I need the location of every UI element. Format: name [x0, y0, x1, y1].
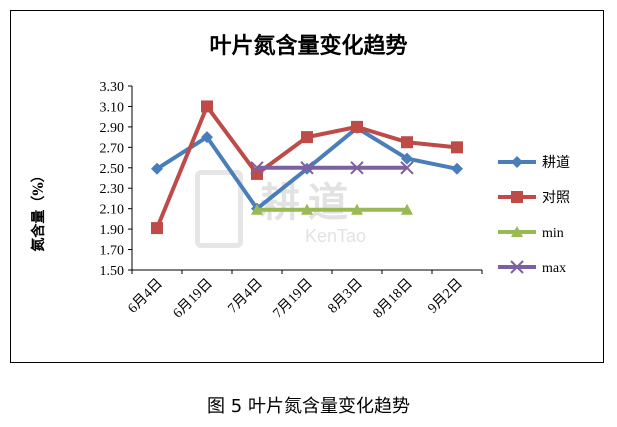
figure-caption: 图 5 叶片氮含量变化趋势: [207, 396, 410, 417]
y-tick-label: 2.90: [100, 121, 125, 136]
chart-title: 叶片氮含量变化趋势: [209, 33, 408, 59]
chart-frame: [10, 10, 604, 363]
x-tick-label: 9月2日: [425, 276, 466, 317]
data-point-耕道: [401, 152, 413, 165]
data-point-min: [401, 203, 413, 215]
data-point-对照: [301, 131, 313, 144]
y-tick-label: 2.30: [100, 182, 125, 197]
y-tick-label: 1.50: [100, 264, 125, 279]
y-tick-label: 1.70: [100, 244, 125, 259]
data-point-max: [250, 161, 264, 175]
data-point-min: [351, 203, 363, 215]
legend-marker-耕道: [511, 156, 523, 168]
data-point-max: [300, 161, 314, 175]
data-point-耕道: [451, 162, 463, 175]
data-point-耕道: [201, 131, 213, 144]
data-point-min: [251, 203, 263, 215]
y-tick-label: 2.70: [100, 141, 125, 156]
legend-label-min: min: [542, 226, 564, 241]
y-tick-label: 3.30: [100, 80, 125, 95]
watermark-logo: 耕道 KenTao: [195, 170, 445, 260]
legend-label-max: max: [542, 261, 566, 276]
y-tick-label: 2.50: [100, 162, 125, 177]
x-tick-label: 8月18日: [370, 276, 416, 322]
data-point-min: [301, 203, 313, 215]
legend-marker-对照: [511, 191, 523, 203]
data-point-max: [400, 161, 414, 175]
y-tick-label: 1.90: [100, 223, 125, 238]
legend-marker-min: [511, 226, 523, 237]
data-point-耕道: [151, 162, 163, 175]
y-tick-label: 3.10: [100, 100, 125, 115]
x-tick-label: 8月3日: [325, 276, 366, 317]
x-tick-label: 6月19日: [170, 276, 216, 322]
watermark-text-cn: 耕道: [260, 180, 356, 226]
data-point-对照: [401, 136, 413, 149]
x-tick-label: 7月4日: [225, 276, 266, 317]
legend-label-对照: 对照: [542, 190, 570, 206]
data-point-对照: [201, 100, 213, 113]
legend-label-耕道: 耕道: [542, 154, 570, 171]
data-point-对照: [151, 222, 163, 235]
x-tick-label: 6月4日: [125, 276, 166, 317]
data-point-对照: [351, 120, 363, 133]
data-point-max: [350, 161, 364, 175]
y-tick-label: 2.10: [100, 203, 125, 218]
watermark-text-en: KenTao: [305, 226, 367, 246]
x-tick-label: 7月19日: [270, 276, 316, 322]
watermark-icon: [195, 170, 243, 248]
legend-marker-max: [510, 260, 524, 274]
data-point-对照: [451, 141, 463, 154]
